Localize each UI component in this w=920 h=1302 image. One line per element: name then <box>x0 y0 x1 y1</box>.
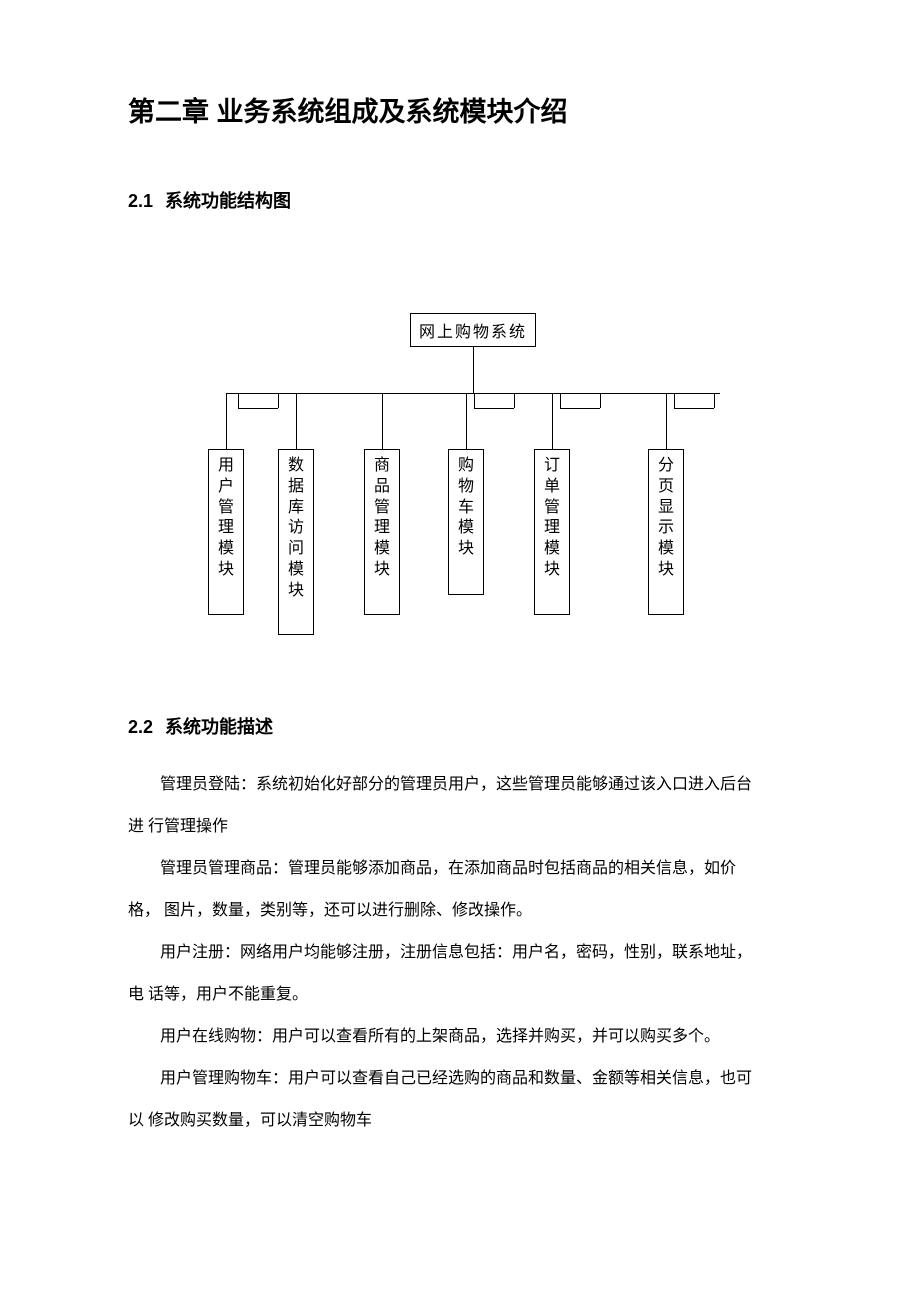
tree-drop <box>552 393 553 449</box>
tree-notch <box>474 408 514 409</box>
tree-child-2: 商品管理模块 <box>364 449 400 615</box>
tree-notch-drop <box>514 393 515 408</box>
tree-notch-drop <box>560 393 561 408</box>
para-user-cart: 用户管理购物车：用户可以查看自己已经选购的商品和数量、金额等相关信息，也可 <box>128 1059 800 1099</box>
tree-notch-drop <box>600 393 601 408</box>
section-2-1-title: 2.1 系统功能结构图 <box>128 187 800 213</box>
tree-drop <box>466 393 467 449</box>
tree-drop <box>666 393 667 449</box>
tree-drop <box>296 393 297 449</box>
tree-child-0: 用户管理模块 <box>208 449 244 615</box>
section-2-2-text: 系统功能描述 <box>165 717 273 737</box>
para-admin-goods-cont: 格， 图片，数量，类别等，还可以进行删除、修改操作。 <box>128 891 800 931</box>
tree-notch <box>238 408 278 409</box>
para-user-shop: 用户在线购物：用户可以查看所有的上架商品，选择并购买，并可以购买多个。 <box>128 1017 800 1057</box>
para-admin-goods: 管理员管理商品：管理员能够添加商品，在添加商品时包括商品的相关信息，如价 <box>128 849 800 889</box>
section-2-2-title: 2.2 系统功能描述 <box>128 713 800 739</box>
tree-connector <box>473 347 474 393</box>
tree-hbar <box>226 393 720 394</box>
tree-drop <box>382 393 383 449</box>
tree-child-5: 分页显示模块 <box>648 449 684 615</box>
para-admin-login: 管理员登陆：系统初始化好部分的管理员用户，这些管理员能够通过该入口进入后台 <box>128 765 800 805</box>
tree-root: 网上购物系统 <box>410 313 536 347</box>
section-2-1-num: 2.1 <box>128 191 153 211</box>
section-2-2-num: 2.2 <box>128 717 153 737</box>
tree-notch-drop <box>238 393 239 408</box>
para-user-register-cont: 电 话等，用户不能重复。 <box>128 975 800 1015</box>
section-2-2-body: 管理员登陆：系统初始化好部分的管理员用户，这些管理员能够通过该入口进入后台 进 … <box>128 765 800 1141</box>
tree-notch-drop <box>674 393 675 408</box>
chapter-title: 第二章 业务系统组成及系统模块介绍 <box>128 90 800 129</box>
structure-diagram: 网上购物系统用户管理模块数据库访问模块 商品管理模块 购物车模块 订单管理模块 分页显示… <box>128 233 800 673</box>
tree-drop <box>226 393 227 449</box>
tree-child-3: 购物车模块 <box>448 449 484 595</box>
tree-notch <box>674 408 714 409</box>
tree-notch <box>560 408 600 409</box>
tree-notch-drop <box>714 393 715 408</box>
tree-child-4: 订单管理模块 <box>534 449 570 615</box>
tree-child-1: 数据库访问模块 <box>278 449 314 635</box>
tree-notch-drop <box>474 393 475 408</box>
para-user-register: 用户注册：网络用户均能够注册，注册信息包括：用户名，密码，性别，联系地址， <box>128 933 800 973</box>
tree-notch-drop <box>278 393 279 408</box>
para-user-cart-cont: 以 修改购买数量，可以清空购物车 <box>128 1101 800 1141</box>
section-2-1-text: 系统功能结构图 <box>165 191 291 211</box>
para-admin-login-cont: 进 行管理操作 <box>128 807 800 847</box>
